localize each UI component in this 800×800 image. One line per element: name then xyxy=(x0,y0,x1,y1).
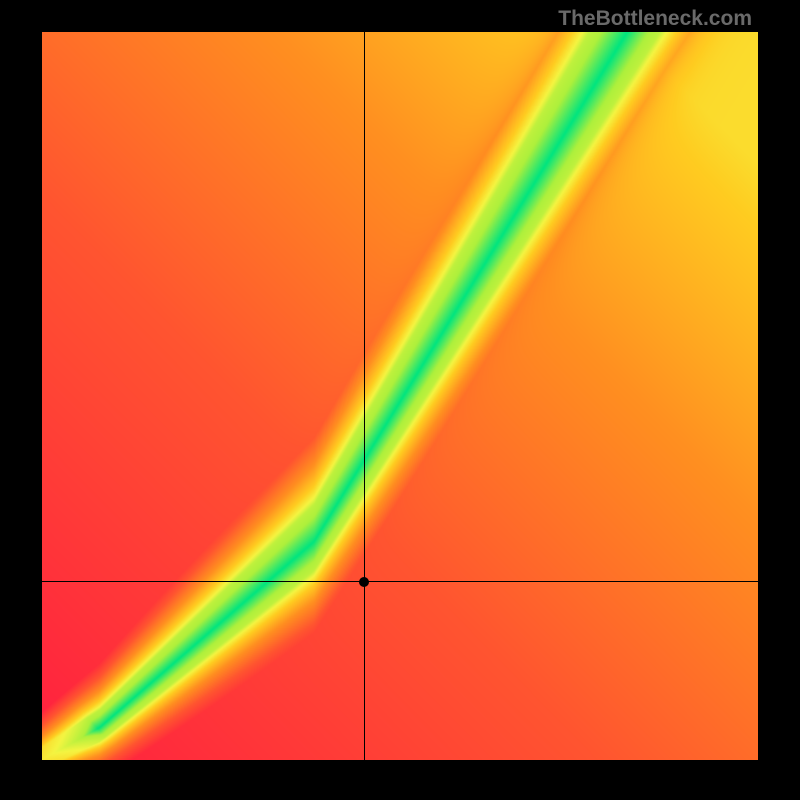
heatmap-canvas xyxy=(42,32,758,760)
crosshair-marker-dot xyxy=(359,577,369,587)
crosshair-vertical xyxy=(364,32,365,760)
heatmap-plot xyxy=(42,32,758,760)
crosshair-horizontal xyxy=(42,581,758,582)
watermark-text: TheBottleneck.com xyxy=(558,7,752,31)
